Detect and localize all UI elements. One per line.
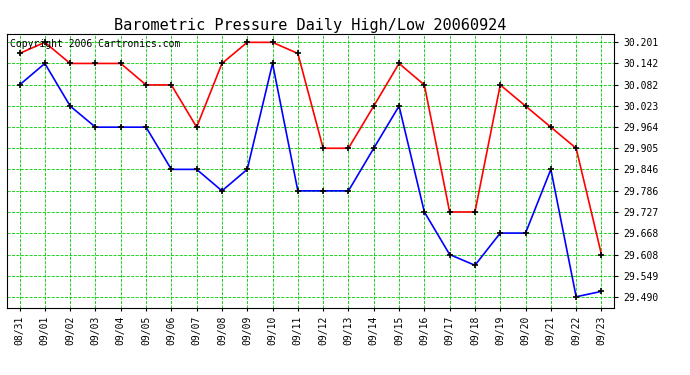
Text: Copyright 2006 Cartronics.com: Copyright 2006 Cartronics.com (10, 39, 180, 49)
Title: Barometric Pressure Daily High/Low 20060924: Barometric Pressure Daily High/Low 20060… (115, 18, 506, 33)
